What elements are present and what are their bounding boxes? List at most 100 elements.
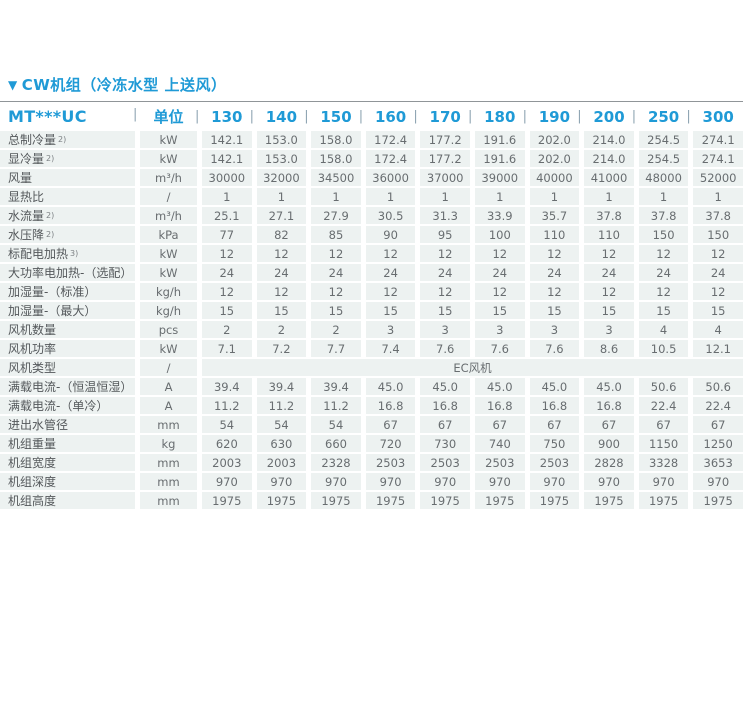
- triangle-marker-icon: ▼: [8, 78, 18, 92]
- row-value: 12: [638, 283, 689, 300]
- row-unit: kW: [140, 264, 197, 281]
- row-value: 15: [311, 302, 361, 319]
- row-label: 机组深度: [0, 473, 135, 490]
- table-row: 风机数量 pcs 2 2 2 3 3 3 3 3 4 4: [0, 321, 743, 338]
- row-label: 满载电流-（恒温恒湿）: [0, 378, 135, 395]
- row-label: 满载电流-（单冷）: [0, 397, 135, 414]
- row-unit: /: [140, 359, 197, 376]
- row-unit: pcs: [140, 321, 197, 338]
- row-value: 12: [256, 245, 307, 262]
- row-value: 15: [584, 302, 634, 319]
- row-value: 54: [202, 416, 252, 433]
- section-title: ▼ CW机组（冷冻水型 上送风）: [8, 76, 750, 94]
- row-value: 12: [311, 283, 361, 300]
- row-value: 214.0: [584, 150, 634, 167]
- row-value: 12: [693, 245, 743, 262]
- row-value: 970: [529, 473, 580, 490]
- row-value: 39.4: [256, 378, 307, 395]
- row-value: 1975: [420, 492, 470, 509]
- row-value: 24: [529, 264, 580, 281]
- row-value: 1975: [584, 492, 634, 509]
- row-value: 100: [474, 226, 525, 243]
- row-label: 进出水管径: [0, 416, 135, 433]
- row-value: 1975: [529, 492, 580, 509]
- row-value: 7.6: [529, 340, 580, 357]
- row-value: 24: [474, 264, 525, 281]
- table-row: 总制冷量 2) kW 142.1 153.0 158.0 172.4 177.2 191.6 20…: [0, 131, 743, 148]
- row-value: 90: [365, 226, 416, 243]
- row-value: 172.4: [365, 150, 416, 167]
- row-value: 12: [365, 245, 416, 262]
- column-header: 160: [359, 108, 416, 126]
- row-value: 33.9: [474, 207, 525, 224]
- row-value: 22.4: [638, 397, 689, 414]
- row-value: 7.6: [420, 340, 470, 357]
- row-value: 150: [693, 226, 743, 243]
- row-unit: mm: [140, 473, 197, 490]
- table-row: 显冷量 2) kW 142.1 153.0 158.0 172.4 177.2 191.6 202…: [0, 150, 743, 167]
- row-value: 15: [693, 302, 743, 319]
- row-value: 24: [256, 264, 307, 281]
- row-value: 25.1: [202, 207, 252, 224]
- row-unit: kW: [140, 131, 197, 148]
- row-value: 1150: [638, 435, 689, 452]
- row-value: 172.4: [365, 131, 416, 148]
- row-label: 机组高度: [0, 492, 135, 509]
- row-value: 52000: [693, 169, 743, 186]
- row-value: 16.8: [365, 397, 416, 414]
- row-value: 2503: [474, 454, 525, 471]
- row-value: 7.6: [474, 340, 525, 357]
- row-value: 8.6: [584, 340, 634, 357]
- row-value: 16.8: [529, 397, 580, 414]
- row-value: 45.0: [474, 378, 525, 395]
- row-value: 39000: [474, 169, 525, 186]
- row-unit: kg: [140, 435, 197, 452]
- row-label: 标配电加热 3): [0, 245, 135, 262]
- row-value: 31.3: [420, 207, 470, 224]
- row-value: 177.2: [420, 150, 470, 167]
- row-value: 214.0: [584, 131, 634, 148]
- row-value: 12.1: [693, 340, 743, 357]
- row-label: 机组宽度: [0, 454, 135, 471]
- row-value: 10.5: [638, 340, 689, 357]
- table-row: 机组深度 mm 970 970 970 970 970 970 970 970 970 970: [0, 473, 743, 490]
- row-value: 970: [420, 473, 470, 490]
- row-value: 24: [638, 264, 689, 281]
- row-value: 153.0: [256, 150, 307, 167]
- table-row: 大功率电加热-（选配） kW 24 24 24 24 24 24 24 24 24 24: [0, 264, 743, 281]
- row-value: 12: [202, 245, 252, 262]
- row-value: 67: [638, 416, 689, 433]
- row-value: 39.4: [311, 378, 361, 395]
- row-value: 77: [202, 226, 252, 243]
- table-row: 机组高度 mm 1975 1975 1975 1975 1975 1975 1975 1975 19…: [0, 492, 743, 509]
- row-value: 12: [529, 245, 580, 262]
- row-value: 4: [638, 321, 689, 338]
- row-value: 48000: [638, 169, 689, 186]
- row-unit: mm: [140, 454, 197, 471]
- footnote-superscript: 2): [58, 134, 67, 144]
- row-value: 34500: [311, 169, 361, 186]
- row-value: 12: [202, 283, 252, 300]
- row-value: 22.4: [693, 397, 743, 414]
- row-value: 12: [584, 283, 634, 300]
- column-header: 130: [195, 108, 252, 126]
- row-value: 970: [256, 473, 307, 490]
- row-value: 2503: [420, 454, 470, 471]
- row-value: 970: [202, 473, 252, 490]
- row-value: 1975: [365, 492, 416, 509]
- row-value: 11.2: [202, 397, 252, 414]
- row-value: 3: [584, 321, 634, 338]
- row-value: 30000: [202, 169, 252, 186]
- row-value: 36000: [365, 169, 416, 186]
- row-value: 1: [311, 188, 361, 205]
- row-merged-value: EC风机: [202, 359, 743, 376]
- row-value: 1: [584, 188, 634, 205]
- column-header: 250: [632, 108, 689, 126]
- row-value: 2003: [202, 454, 252, 471]
- row-value: 7.7: [311, 340, 361, 357]
- row-value: 730: [420, 435, 470, 452]
- row-value: 970: [693, 473, 743, 490]
- table-row: 满载电流-（单冷） A 11.2 11.2 11.2 16.8 16.8 16.8 16.8 16…: [0, 397, 743, 414]
- footnote-superscript: 2): [46, 210, 55, 220]
- row-value: 24: [693, 264, 743, 281]
